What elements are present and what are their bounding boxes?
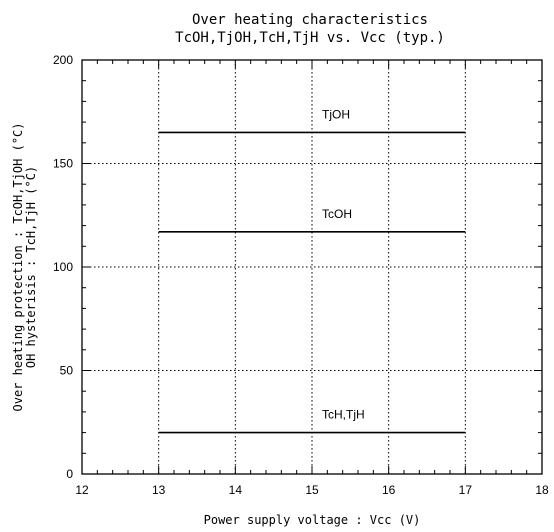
y-tick-label: 100 bbox=[53, 260, 73, 274]
y-tick-label: 150 bbox=[53, 157, 73, 171]
chart-title: Over heating characteristics bbox=[192, 12, 428, 28]
x-tick-label: 18 bbox=[535, 483, 549, 497]
minor-ticks bbox=[82, 60, 542, 474]
x-tick-label: 17 bbox=[459, 483, 473, 497]
x-tick-label: 13 bbox=[152, 483, 166, 497]
x-tick-labels: 12 13 14 15 16 17 18 bbox=[75, 483, 549, 497]
grid bbox=[82, 60, 542, 474]
series-label: TcOH bbox=[322, 207, 352, 221]
y-tick-label: 200 bbox=[53, 53, 73, 67]
series-label: TcH,TjH bbox=[322, 408, 365, 422]
y-axis-label-line1: Over heating protection : TcOH,TjOH (°C) bbox=[11, 123, 25, 412]
x-tick-label: 12 bbox=[75, 483, 89, 497]
y-axis-label-line2: OH hysterisis : TcH,TjH (°C) bbox=[24, 166, 38, 368]
series-lines bbox=[158, 131, 466, 434]
series-label: TjOH bbox=[322, 107, 350, 121]
x-tick-label: 16 bbox=[382, 483, 396, 497]
y-tick-label: 50 bbox=[60, 364, 74, 378]
chart-subtitle: TcOH,TjOH,TcH,TjH vs. Vcc (typ.) bbox=[175, 30, 445, 46]
y-tick-label: 0 bbox=[66, 467, 73, 481]
y-tick-labels: 0 50 100 150 200 bbox=[53, 53, 73, 481]
x-axis-label: Power supply voltage : Vcc (V) bbox=[204, 513, 421, 527]
plot-frame bbox=[81, 59, 543, 475]
x-tick-label: 14 bbox=[229, 483, 243, 497]
series-labels: TjOH TcOH TcH,TjH bbox=[322, 107, 365, 421]
x-tick-label: 15 bbox=[305, 483, 319, 497]
